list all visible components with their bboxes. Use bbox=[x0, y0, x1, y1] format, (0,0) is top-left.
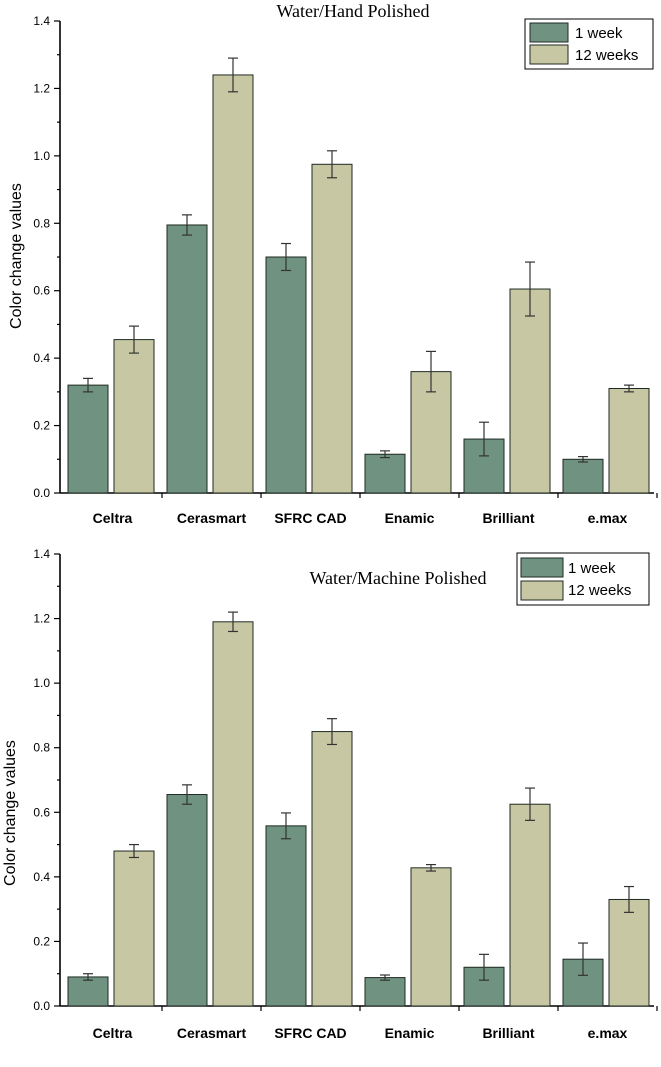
y-tick-label: 0.8 bbox=[33, 741, 50, 755]
chart-title: Water/Machine Polished bbox=[309, 568, 486, 588]
y-tick-label: 1.0 bbox=[33, 676, 50, 690]
x-tick-label: Enamic bbox=[385, 1025, 435, 1041]
y-tick-label: 0.2 bbox=[33, 934, 50, 948]
legend: 1 week 12 weeks bbox=[516, 552, 650, 606]
x-tick-label: Enamic bbox=[385, 510, 435, 526]
y-tick-label: 1.2 bbox=[33, 612, 50, 626]
y-axis-title: Color change values bbox=[8, 183, 25, 329]
y-tick-label: 0.8 bbox=[33, 216, 50, 230]
bar-series-1 bbox=[364, 977, 406, 1007]
legend-swatch-series-2 bbox=[520, 580, 564, 601]
y-tick-label: 1.4 bbox=[33, 547, 50, 561]
chart-title: Water/Hand Polished bbox=[276, 1, 429, 21]
x-tick-label: Cerasmart bbox=[177, 1025, 247, 1041]
bar-series-1 bbox=[265, 256, 307, 494]
plot-area: 0.0 0.2 0.4 0.6 0.8 1.0 1.2 1.4 Celtra Cerasmart S… bbox=[33, 14, 658, 526]
x-tick-label: Celtra bbox=[93, 1025, 133, 1041]
x-tick-label: e.max bbox=[588, 510, 628, 526]
bar-series-2 bbox=[212, 621, 254, 1007]
plot-area: 0.0 0.2 0.4 0.6 0.8 1.0 1.2 1.4 Celtra Cerasmart S… bbox=[33, 547, 658, 1041]
bar-series-2 bbox=[608, 387, 650, 494]
bar-series-1 bbox=[67, 384, 109, 494]
bar-series-2 bbox=[311, 731, 353, 1007]
bar-series-1 bbox=[67, 976, 109, 1007]
bar-series-2 bbox=[212, 74, 254, 494]
chart-machine-polished: Water/Machine Polished Color change valu… bbox=[2, 547, 658, 1041]
y-tick-label: 0.4 bbox=[33, 870, 50, 884]
legend-swatch-series-1 bbox=[520, 557, 564, 578]
x-tick-label: SFRC CAD bbox=[274, 510, 346, 526]
bar-series-1 bbox=[166, 794, 208, 1007]
bar-series-2 bbox=[608, 898, 650, 1007]
x-tick-label: Cerasmart bbox=[177, 510, 247, 526]
x-tick-label: e.max bbox=[588, 1025, 628, 1041]
bar-series-1 bbox=[166, 224, 208, 494]
legend-label-series-2: 12 weeks bbox=[575, 47, 638, 64]
x-tick-label: SFRC CAD bbox=[274, 1025, 346, 1041]
y-tick-label: 0.0 bbox=[33, 486, 50, 500]
y-tick-label: 0.2 bbox=[33, 419, 50, 433]
legend-label-series-2: 12 weeks bbox=[568, 582, 631, 599]
y-tick-label: 1.4 bbox=[33, 14, 50, 28]
legend-label-series-1: 1 week bbox=[568, 560, 616, 577]
bar-series-2 bbox=[113, 339, 155, 494]
bar-series-2 bbox=[311, 163, 353, 494]
chart-hand-polished: Water/Hand Polished Color change values … bbox=[8, 1, 658, 526]
bar-series-1 bbox=[265, 825, 307, 1007]
y-axis-title: Color change values bbox=[2, 740, 19, 886]
legend-swatch-series-1 bbox=[529, 22, 569, 43]
bar-series-2 bbox=[509, 803, 551, 1007]
x-tick-label: Brilliant bbox=[482, 1025, 534, 1041]
x-tick-label: Celtra bbox=[93, 510, 133, 526]
legend-swatch-series-2 bbox=[529, 44, 569, 65]
x-tick-label: Brilliant bbox=[482, 510, 534, 526]
y-tick-label: 0.6 bbox=[33, 284, 50, 298]
bar-series-2 bbox=[410, 867, 452, 1007]
y-tick-label: 0.4 bbox=[33, 351, 50, 365]
bar-series-1 bbox=[562, 458, 604, 494]
bar-series-1 bbox=[364, 453, 406, 494]
bar-series-2 bbox=[113, 850, 155, 1007]
bar-series-2 bbox=[509, 288, 551, 494]
legend-label-series-1: 1 week bbox=[575, 25, 623, 42]
y-tick-label: 1.0 bbox=[33, 149, 50, 163]
y-tick-label: 0.6 bbox=[33, 805, 50, 819]
y-tick-label: 1.2 bbox=[33, 81, 50, 95]
legend: 1 week 12 weeks bbox=[524, 18, 654, 70]
y-tick-label: 0.0 bbox=[33, 999, 50, 1013]
